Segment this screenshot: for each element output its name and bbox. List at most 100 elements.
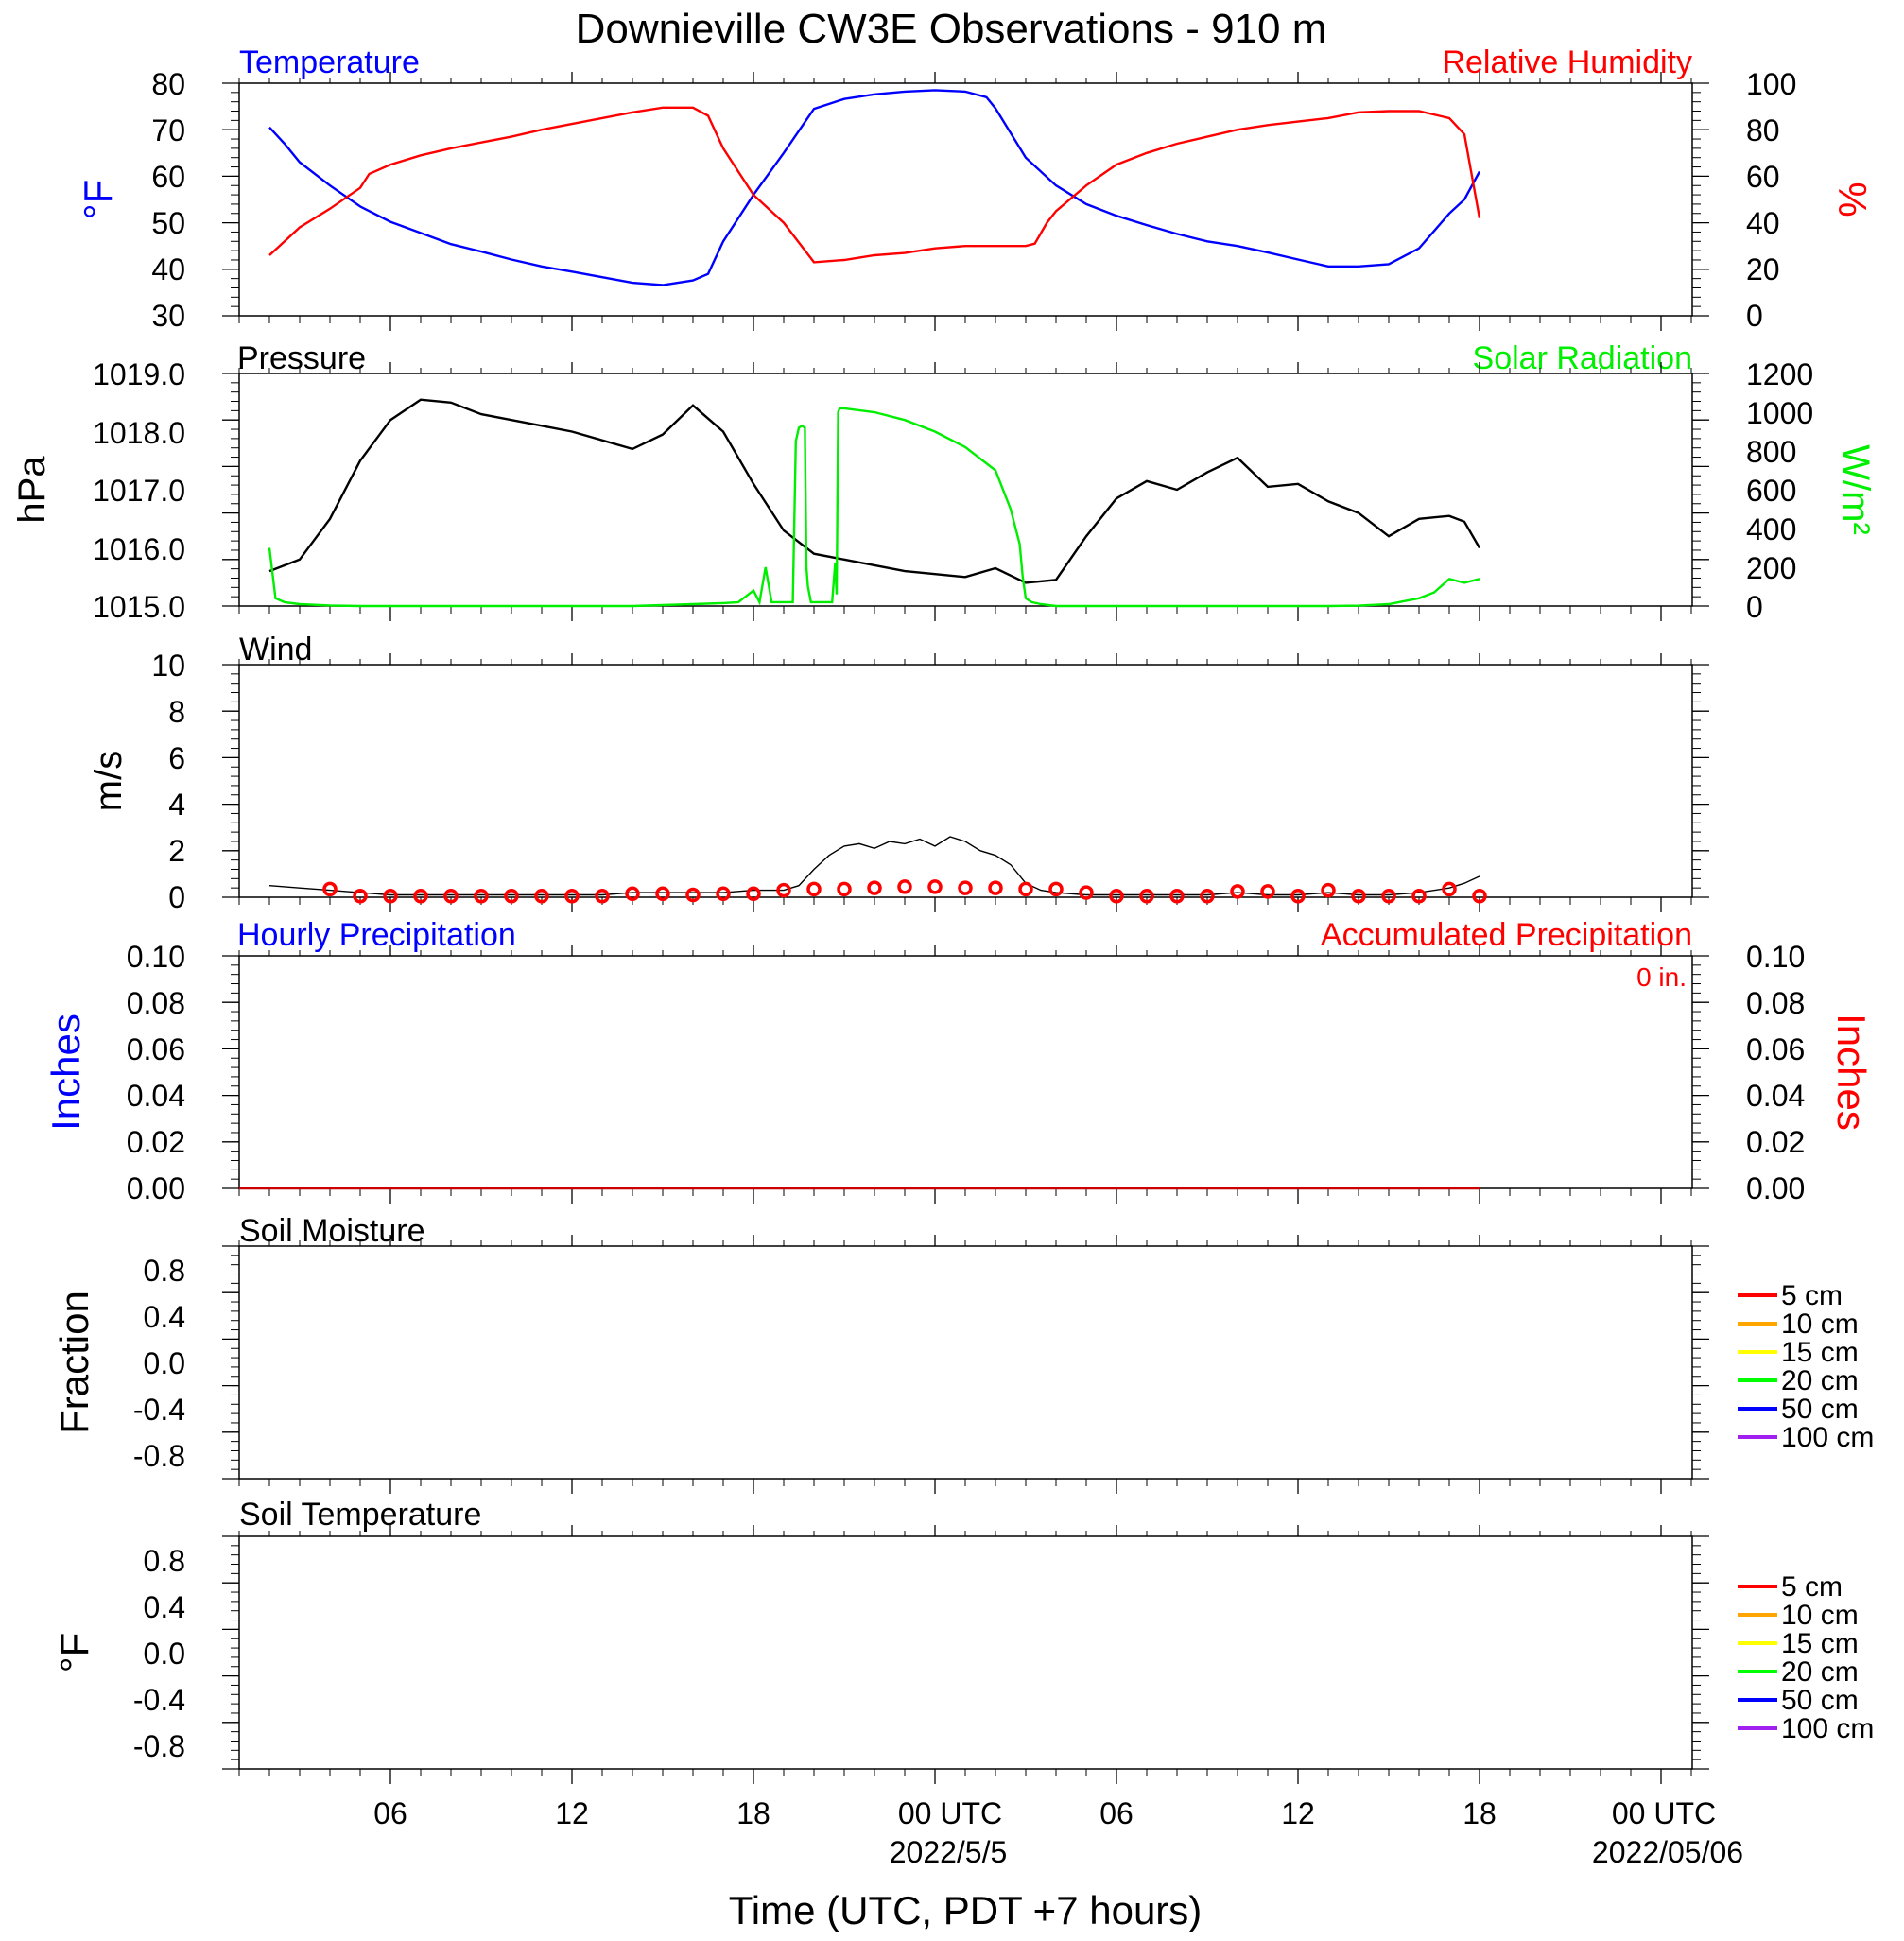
panel-4-yticks-left: 0.10 0.08 0.06 0.04 0.02 0.00 [127,940,185,1205]
panel-6-title-left: Soil Temperature [239,1497,481,1533]
panel-4-ylabel-right: Inches [1829,1014,1874,1131]
ytick-label: 1015.0 [93,590,185,624]
wind-marker [443,889,459,904]
ytick-label: 0.10 [127,940,185,974]
ytick-label: 0.06 [127,1032,185,1066]
temperature-series-line [268,89,1481,286]
wind-marker [1381,889,1396,904]
ytick-label: 20 [1746,252,1780,286]
wind-marker [1079,885,1094,900]
wind-marker [655,886,670,902]
ytick-label: 0.08 [1746,986,1805,1020]
panel-1-yticks-left: 80 70 60 50 40 30 [151,67,185,333]
ytick-label: 0 [168,880,185,914]
ytick-label: 40 [1746,206,1780,240]
panel-1-frame [238,82,1693,317]
ytick-label: 1000 [1746,396,1813,430]
panel-pressure-solar: Pressure Solar Radiation hPa W/m² 1019.0… [11,340,1877,624]
panel-soil-moisture: Soil Moisture Fraction 0.8 0.4 0.0 -0.4 … [52,1213,1874,1494]
x-axis: 06 12 18 00 UTC 06 12 18 00 UTC 2022/5/5… [373,1796,1743,1932]
wind-marker [837,881,852,897]
wind-marker [625,886,640,902]
ytick-label: 0.4 [144,1300,185,1334]
date-label: 2022/5/5 [890,1835,1008,1869]
ytick-label: 0.4 [144,1590,185,1624]
ytick-label: 10 [151,649,185,683]
wind-marker [897,879,912,894]
wind-marker [1351,889,1366,904]
wind-marker [474,889,489,904]
wind-marker [1260,884,1275,899]
panel-3-title-left: Wind [239,632,312,667]
ytick-label: 80 [1746,113,1780,147]
panel-3-ylabel-left: m/s [88,751,130,811]
xtick-label: 06 [1099,1796,1134,1830]
xtick-label: 00 UTC [1612,1796,1716,1830]
wind-marker [927,879,943,894]
ytick-label: 0.02 [1746,1125,1805,1159]
wind-marker [1200,889,1215,904]
solar-series-line [268,407,1480,608]
panel-soil-temperature: Soil Temperature °F 0.8 0.4 0.0 -0.4 -0.… [52,1497,1874,1784]
wind-marker [564,889,580,904]
wind-marker [595,889,610,904]
wind-marker [958,880,973,895]
ytick-label: 0 [1746,590,1763,624]
xtick-label: 18 [1463,1796,1497,1830]
panel-1-title-right: Relative Humidity [1442,44,1692,80]
wind-series-line [268,836,1480,896]
legend-label: 5 cm [1781,1571,1843,1603]
ytick-label: 2 [168,834,185,868]
ytick-label: -0.8 [133,1439,185,1473]
panel-5-title-left: Soil Moisture [239,1213,425,1249]
panel-5-ylabel-left: Fraction [52,1291,96,1434]
wind-marker [806,881,822,897]
ytick-label: 0.04 [1746,1079,1805,1113]
legend-label: 50 cm [1781,1685,1859,1716]
panel-4-frame [238,955,1693,1189]
ytick-label: 80 [151,67,185,101]
ytick-label: -0.4 [133,1393,185,1427]
wind-marker [322,881,338,897]
panel-2-ylabel-left: hPa [11,456,53,524]
wind-marker [413,889,428,904]
wind-marker [1321,882,1336,898]
ytick-label: 0.00 [1746,1171,1805,1205]
xtick-label: 00 UTC [898,1796,1002,1830]
legend-label: 20 cm [1781,1656,1859,1688]
legend-label: 5 cm [1781,1280,1843,1311]
wind-marker [1442,881,1457,897]
figure-title: Downieville CW3E Observations - 910 m [576,6,1327,52]
ytick-label: -0.4 [133,1683,185,1717]
panel-6-ylabel-left: °F [52,1633,96,1672]
ytick-label: 0.06 [1746,1032,1805,1066]
ytick-label: 0.08 [127,986,185,1020]
legend-label: 20 cm [1781,1365,1859,1396]
panel-4-ylabel-left: Inches [43,1014,88,1131]
ytick-label: 1019.0 [93,357,185,391]
panel-3-frame [238,664,1693,898]
panel-1-tick-marks [222,72,1709,331]
wind-marker [1018,881,1033,897]
wind-marker [988,880,1003,895]
ytick-label: 1018.0 [93,416,185,450]
panel-4-tick-marks [222,945,1709,1204]
wind-marker [1411,889,1427,904]
ytick-label: -0.8 [133,1729,185,1763]
ytick-label: 0.8 [144,1254,185,1288]
panel-2-title-left: Pressure [237,340,366,376]
ytick-label: 40 [151,252,185,286]
panel-2-tick-marks [222,362,1709,621]
ytick-label: 60 [151,160,185,194]
wind-marker [1109,889,1124,904]
wind-marker [504,889,519,904]
ytick-label: 0 [1746,299,1763,333]
ytick-label: 8 [168,695,185,729]
panel-2-frame [238,373,1693,607]
ytick-label: 400 [1746,512,1796,546]
ytick-label: 0.0 [144,1637,185,1671]
wind-marker [746,886,761,902]
wind-marker [1230,884,1245,899]
